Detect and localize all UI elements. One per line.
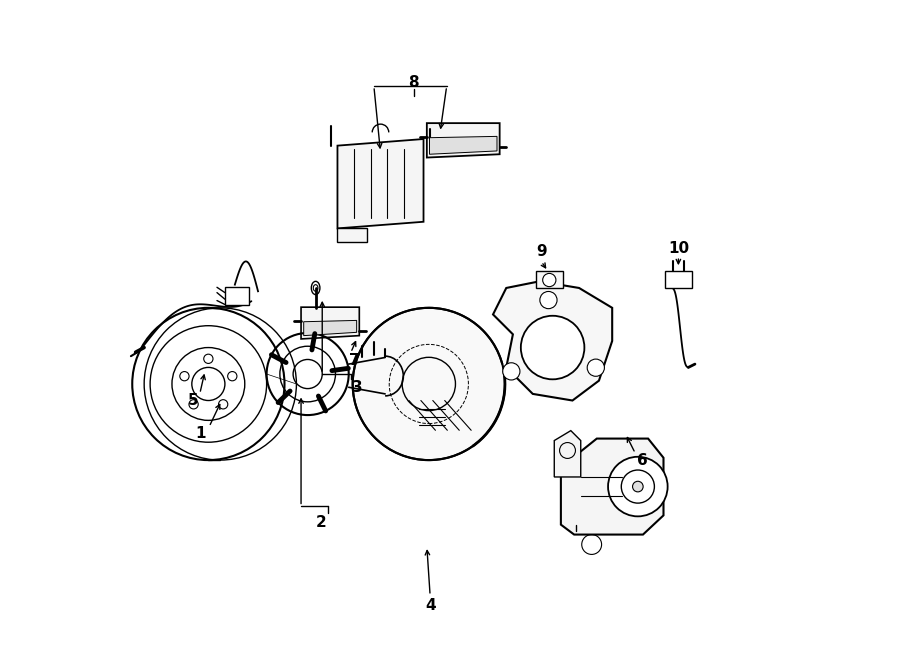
Text: 2: 2 — [316, 516, 327, 530]
Bar — [225, 287, 248, 305]
Circle shape — [540, 291, 557, 308]
Polygon shape — [338, 139, 424, 228]
Circle shape — [633, 481, 643, 492]
Text: 8: 8 — [409, 75, 419, 90]
Polygon shape — [338, 228, 367, 242]
Polygon shape — [536, 271, 562, 288]
Text: 1: 1 — [195, 426, 206, 441]
Text: 9: 9 — [536, 244, 546, 259]
Circle shape — [521, 316, 584, 379]
Polygon shape — [301, 307, 359, 339]
Circle shape — [587, 359, 605, 376]
Text: 3: 3 — [352, 380, 363, 395]
Polygon shape — [493, 281, 612, 401]
Polygon shape — [303, 320, 356, 336]
Polygon shape — [561, 438, 663, 535]
Circle shape — [543, 273, 556, 287]
Text: 10: 10 — [668, 241, 689, 256]
Circle shape — [353, 308, 505, 460]
Text: 6: 6 — [636, 453, 647, 467]
Circle shape — [503, 363, 520, 380]
Bar — [665, 271, 691, 288]
Text: 5: 5 — [188, 393, 199, 408]
Polygon shape — [429, 136, 497, 154]
Polygon shape — [554, 430, 580, 477]
Text: 4: 4 — [425, 598, 436, 613]
Polygon shape — [427, 123, 500, 158]
Circle shape — [608, 457, 668, 516]
Text: 7: 7 — [348, 354, 359, 368]
